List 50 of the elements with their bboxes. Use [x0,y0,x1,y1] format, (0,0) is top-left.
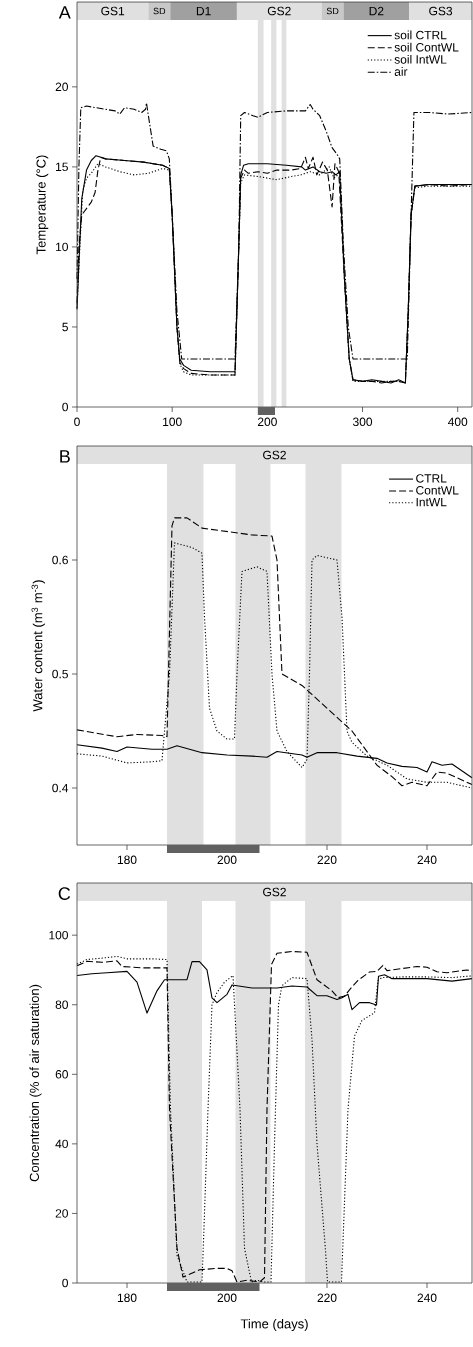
y-tick-label: 100 [49,930,68,940]
y-tick-label: 20 [55,1209,68,1218]
legend-label: soil CTRL [394,30,447,40]
band-label: D1 [196,6,211,16]
y-tick-label: 60 [55,1070,68,1079]
y-tick-label: 0.6 [52,555,68,565]
chart-title: C [58,887,71,900]
y-tick-label: 80 [55,1000,68,1009]
y-tick-label: 20 [55,82,68,92]
band-label: GS1 [101,6,125,16]
band-label: D2 [369,6,384,16]
y-tick-label: 0.5 [52,669,68,679]
y-tick-label: 40 [55,1139,68,1149]
y-tick-label: 5 [62,322,68,332]
chart-title: B [60,450,70,463]
legend-label: IntWL [416,497,447,507]
x-tick-label: 200 [257,417,277,427]
y-tick-label: 0 [62,1278,68,1288]
legend-label: ContWL [416,486,459,495]
band-label: GS3 [429,6,453,16]
x-tick-label: 180 [117,1293,137,1303]
legend-label: CTRL [416,474,447,483]
x-tick-label: 100 [163,417,182,427]
band-label: SD [326,7,339,15]
x-tick-label: 220 [317,855,337,865]
x-tick-label: 240 [417,1293,437,1303]
band-label: SD [153,7,166,15]
legend-label: soil IntWL [394,54,447,64]
x-tick-label: 200 [217,1293,237,1303]
y-axis-title: Temperature (°C) [36,155,49,255]
x-tick-label: 200 [217,855,237,865]
x-tick-label: 0 [74,417,80,427]
chart-title: A [58,6,71,19]
x-tick-label: 180 [117,855,137,865]
y-tick-label: 15 [56,162,68,172]
band-label: GS2 [263,887,286,897]
y-tick-label: 10 [56,242,68,252]
y-tick-label: 0.4 [52,783,69,793]
y-tick-label: 0 [62,402,68,412]
band-label: GS2 [263,450,286,460]
y-axis-title: Water content (m$^{3}$ m$^{-3}$) [31,580,45,712]
x-tick-label: 220 [317,1293,337,1303]
x-axis-title: Time (days) [240,1318,308,1332]
legend-label: soil ContWL [394,42,459,52]
x-tick-label: 240 [417,855,437,865]
x-tick-label: 400 [447,417,468,427]
x-tick-label: 300 [352,417,373,427]
y-axis-title: Concentration (% of air saturation) [29,984,42,1182]
legend-label: air [394,67,408,76]
band-label: GS2 [267,6,291,16]
